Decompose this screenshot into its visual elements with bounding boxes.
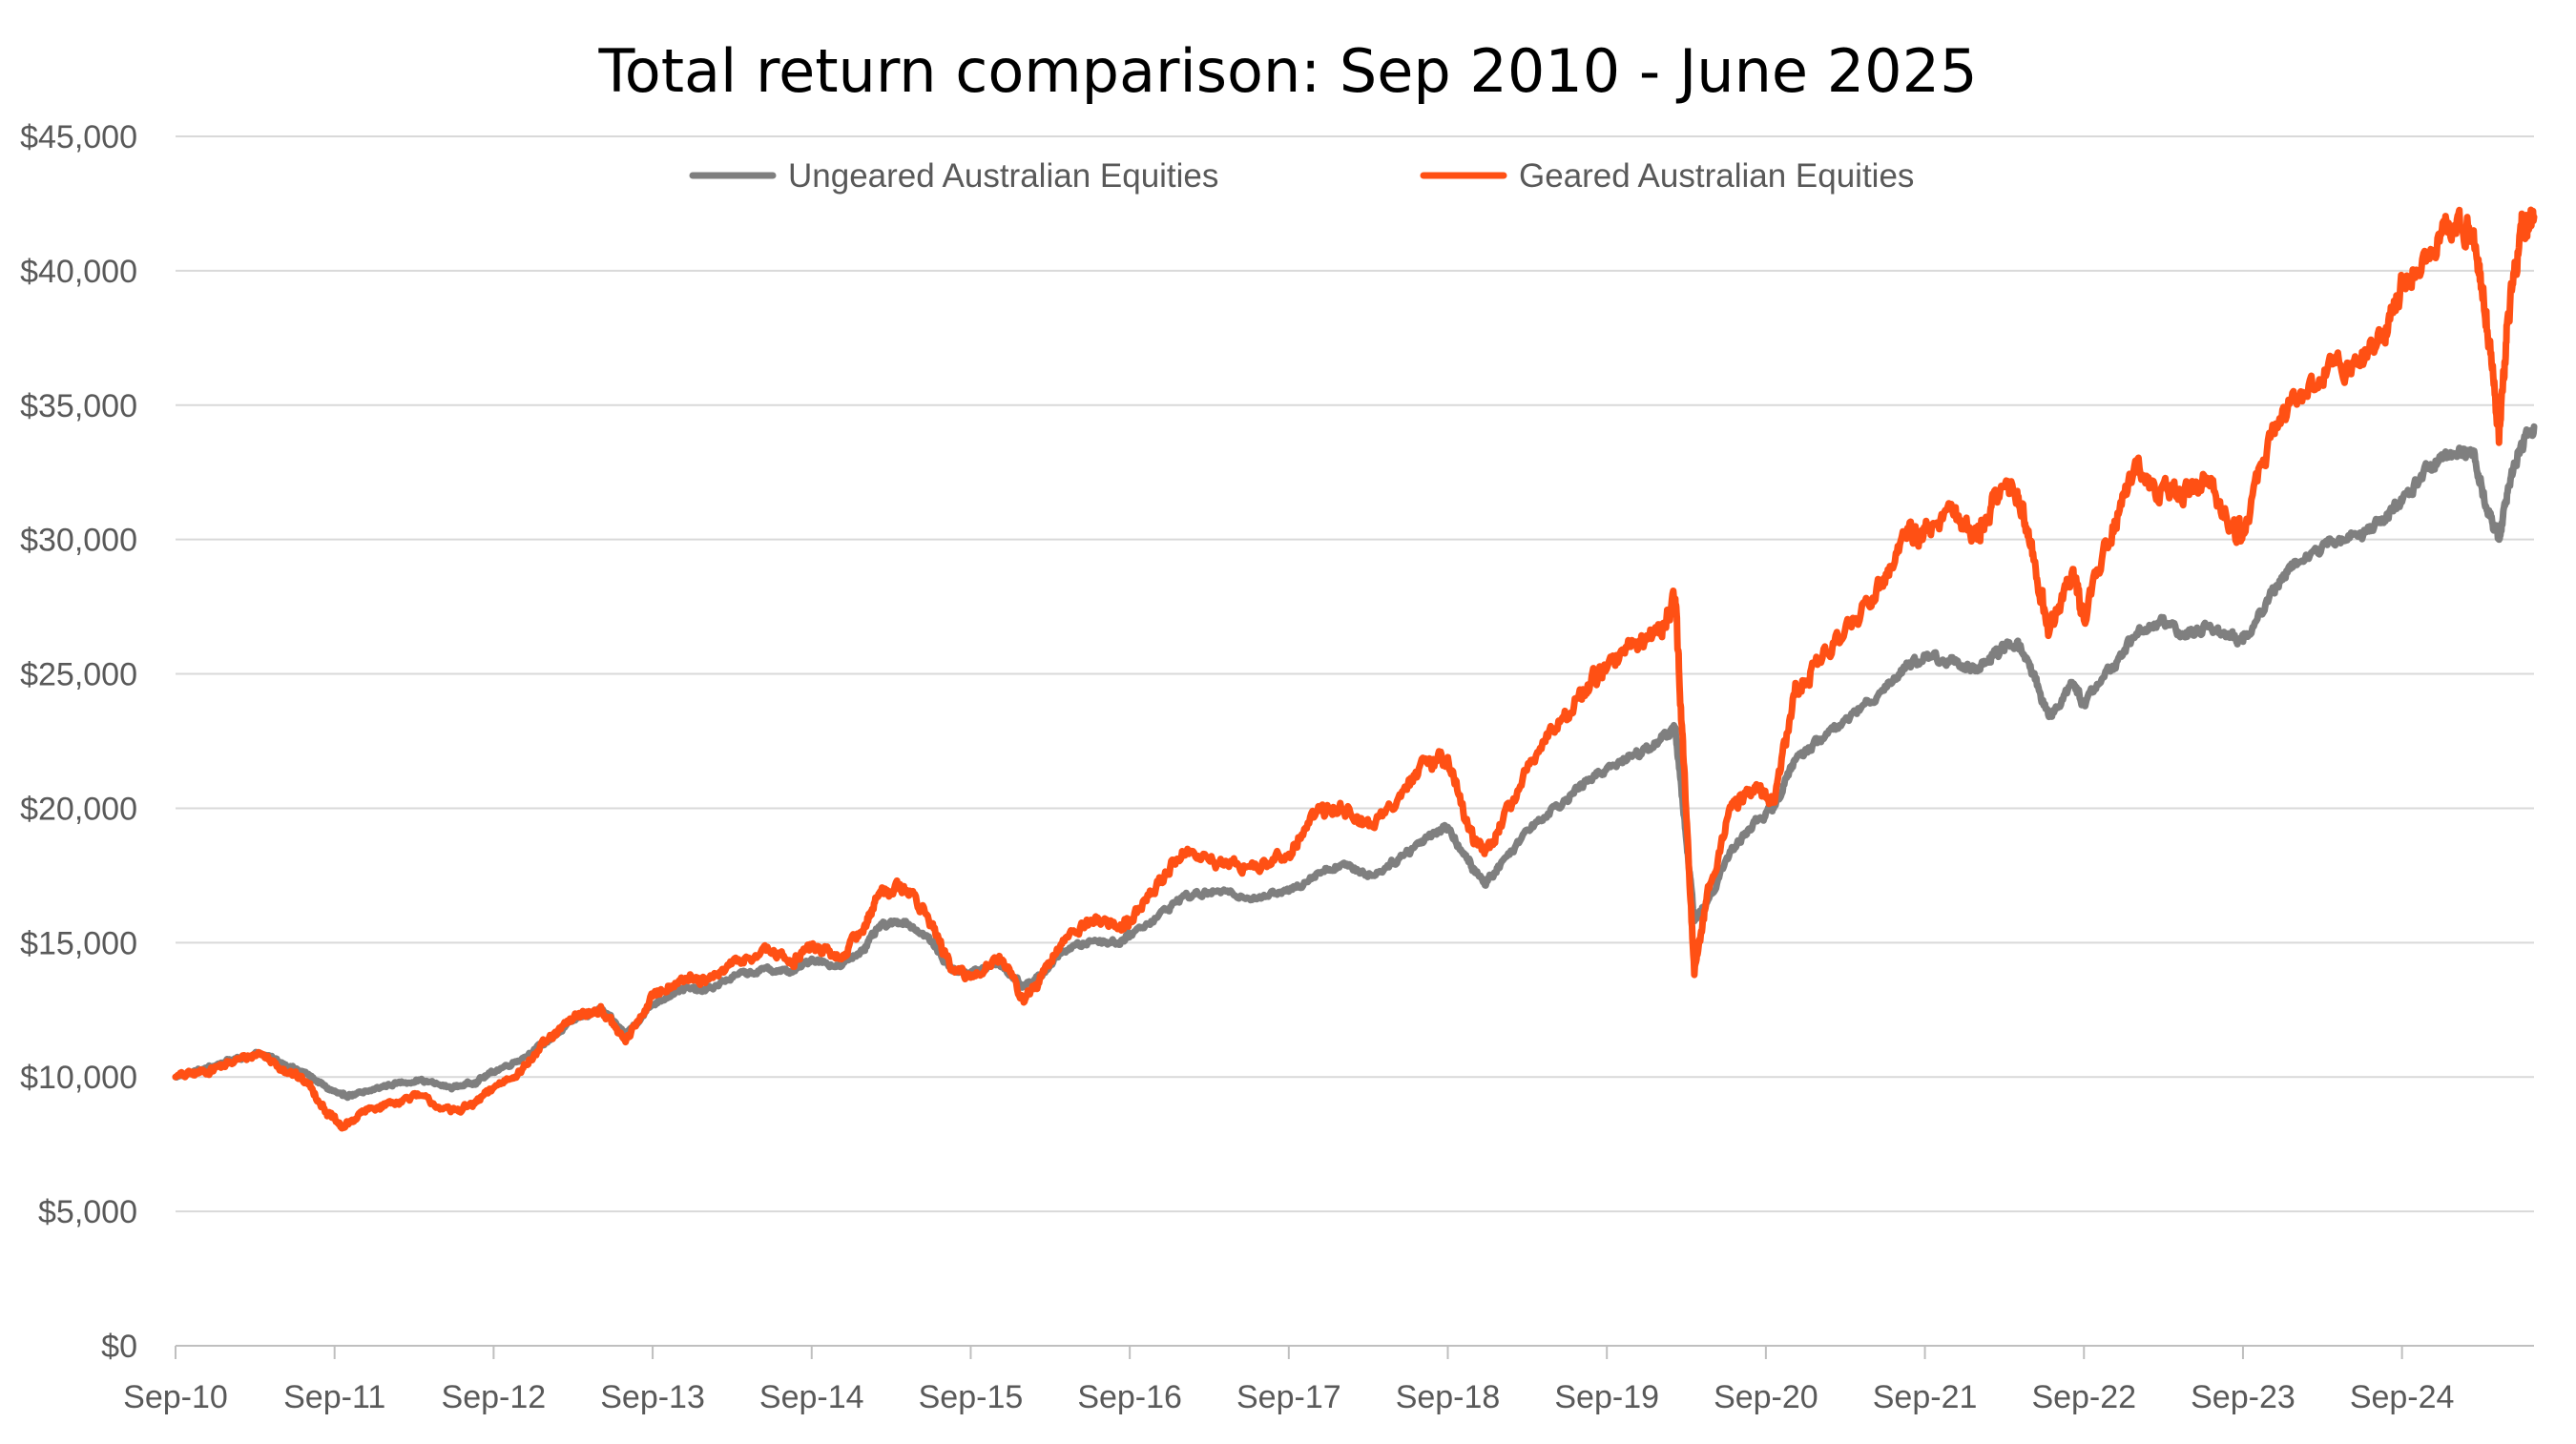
x-tick-label: Sep-20 — [1714, 1379, 1818, 1415]
y-tick-label: $40,000 — [20, 254, 137, 290]
chart-title: Total return comparison: Sep 2010 - June… — [598, 36, 1978, 106]
y-tick-label: $20,000 — [20, 791, 137, 827]
y-tick-label: $25,000 — [20, 657, 137, 693]
x-tick-label: Sep-14 — [759, 1379, 864, 1415]
y-tick-label: $15,000 — [20, 925, 137, 961]
x-tick-label: Sep-16 — [1077, 1379, 1182, 1415]
y-tick-label: $35,000 — [20, 388, 137, 424]
x-tick-label: Sep-11 — [283, 1379, 385, 1415]
series-line-geared — [172, 206, 2538, 1132]
x-tick-label: Sep-13 — [600, 1379, 705, 1415]
x-tick-label: Sep-17 — [1236, 1379, 1341, 1415]
x-tick-label: Sep-19 — [1554, 1379, 1659, 1415]
y-tick-label: $30,000 — [20, 523, 137, 559]
series-line-ungeared — [172, 423, 2538, 1102]
y-axis-ticks: $0 $5,000 $10,000 $15,000 $20,000 $25,000 $30,… — [20, 119, 137, 1365]
series-lines — [172, 206, 2538, 1132]
x-tick-label: Sep-22 — [2031, 1379, 2136, 1415]
y-tick-label: $5,000 — [38, 1194, 137, 1230]
gridlines — [176, 135, 2534, 1213]
legend-label: Ungeared Australian Equities — [788, 157, 1218, 195]
legend-label: Geared Australian Equities — [1519, 157, 1914, 195]
x-tick-label: Sep-10 — [123, 1379, 228, 1415]
x-tick-label: Sep-12 — [442, 1379, 547, 1415]
x-tick-label: Sep-23 — [2191, 1379, 2296, 1415]
y-tick-label: $45,000 — [20, 119, 137, 155]
x-tick-label: Sep-21 — [1873, 1379, 1978, 1415]
y-tick-label: $0 — [101, 1329, 137, 1365]
x-tick-label: Sep-15 — [919, 1379, 1024, 1415]
x-tick-label: Sep-18 — [1396, 1379, 1501, 1415]
y-tick-label: $10,000 — [20, 1060, 137, 1096]
x-axis-ticks: Sep-10 Sep-11 Sep-12 Sep-13 Sep-14 Sep-15 Sep-… — [123, 1346, 2454, 1415]
legend: Ungeared Australian Equities Geared Austr… — [689, 157, 1914, 195]
x-tick-label: Sep-24 — [2350, 1379, 2455, 1415]
